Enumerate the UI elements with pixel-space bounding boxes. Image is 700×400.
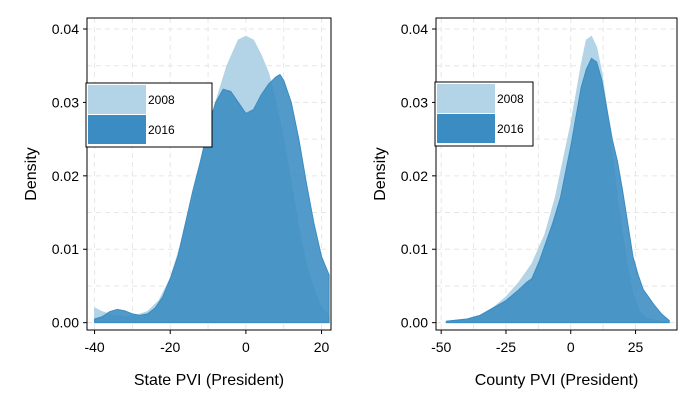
y-tick-label: 0.03 bbox=[401, 94, 428, 110]
x-tick-label: 25 bbox=[628, 339, 644, 355]
density-area-2016 bbox=[94, 73, 330, 324]
chart-panel-2: -50 -25 0 25 0.00 0.01 0.02 0.03 0.04 County PVI … bbox=[372, 17, 678, 389]
x-tick-label: 20 bbox=[314, 339, 330, 355]
y-tick-label: 0.01 bbox=[52, 241, 79, 257]
y-tick-label: 0.04 bbox=[401, 21, 428, 37]
legend: 2008 2016 bbox=[434, 81, 534, 147]
y-tick-label: 0.00 bbox=[52, 315, 79, 331]
legend-swatch-2008 bbox=[437, 84, 495, 113]
x-tick-label: -40 bbox=[84, 339, 104, 355]
legend-label-2016: 2016 bbox=[497, 122, 524, 136]
x-tick-label: 0 bbox=[242, 339, 250, 355]
plot-frame bbox=[86, 17, 332, 331]
x-tick-label: -50 bbox=[431, 339, 451, 355]
x-tick-label: -25 bbox=[496, 339, 516, 355]
chart-panel-1: -40 -20 0 20 0.00 0.01 0.02 0.03 0.04 State PVI (… bbox=[23, 17, 332, 389]
density-area-2016 bbox=[445, 57, 670, 324]
y-axis-title: Density bbox=[372, 147, 389, 200]
plot-frame bbox=[435, 17, 678, 331]
legend-swatch-2016 bbox=[88, 115, 146, 144]
legend-label-2016: 2016 bbox=[148, 123, 175, 137]
legend-swatch-2016 bbox=[437, 114, 495, 143]
y-tick-label: 0.03 bbox=[52, 94, 79, 110]
x-tick-label: -20 bbox=[160, 339, 180, 355]
x-axis-title: State PVI (President) bbox=[134, 372, 284, 389]
y-tick-label: 0.04 bbox=[52, 21, 79, 37]
legend: 2008 2016 bbox=[85, 82, 213, 148]
y-tick-label: 0.02 bbox=[52, 168, 79, 184]
y-tick-label: 0.01 bbox=[401, 241, 428, 257]
legend-label-2008: 2008 bbox=[148, 93, 175, 107]
y-axis-title: Density bbox=[23, 147, 40, 200]
x-tick-label: 0 bbox=[567, 339, 575, 355]
legend-swatch-2008 bbox=[88, 85, 146, 114]
y-tick-label: 0.02 bbox=[401, 168, 428, 184]
x-axis-title: County PVI (President) bbox=[475, 372, 639, 389]
legend-label-2008: 2008 bbox=[497, 92, 524, 106]
y-tick-label: 0.00 bbox=[401, 315, 428, 331]
